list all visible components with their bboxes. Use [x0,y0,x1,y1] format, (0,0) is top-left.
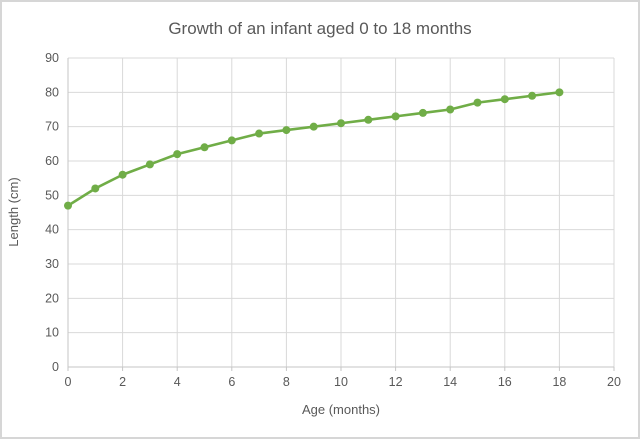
x-tick-label: 8 [283,375,290,389]
y-tick-label: 90 [45,51,59,65]
chart-title: Growth of an infant aged 0 to 18 months [168,19,471,38]
x-tick-label: 16 [498,375,512,389]
x-tick-label: 18 [552,375,566,389]
x-tick-label: 6 [228,375,235,389]
y-tick-label: 40 [45,223,59,237]
x-tick-label: 2 [119,375,126,389]
data-point [337,119,345,128]
data-point [309,122,318,131]
y-tick-label: 70 [45,120,59,134]
x-axis-title: Age (months) [302,402,380,417]
data-point [364,115,373,124]
y-tick-label: 50 [45,188,59,202]
data-point [418,108,427,117]
x-tick-label: 14 [443,375,457,389]
gridlines [68,57,615,367]
data-point [173,150,182,159]
x-tick-label: 20 [607,375,621,389]
data-point [118,170,127,179]
x-tick-marks [67,367,615,371]
x-axis-tick-labels: 0 2 4 6 8 10 12 14 16 18 20 [65,375,621,389]
data-point [500,95,509,104]
y-tick-label: 80 [45,85,59,99]
y-tick-label: 0 [52,360,59,374]
data-point [528,91,537,100]
y-tick-label: 30 [45,257,59,271]
data-point [227,136,236,145]
data-point [391,112,400,121]
x-tick-label: 4 [174,375,181,389]
x-tick-label: 10 [334,375,348,389]
data-point [145,160,154,169]
y-axis-tick-labels: 0 10 20 30 40 50 60 70 80 90 [45,51,59,374]
data-point [64,201,72,210]
series-line [66,91,561,207]
data-point [91,184,100,193]
y-tick-label: 20 [45,291,59,305]
y-tick-label: 60 [45,154,59,168]
y-axis-title: Length (cm) [6,177,21,246]
data-point [282,126,291,135]
x-tick-label: 0 [65,375,72,389]
data-point [255,129,264,138]
growth-series [64,88,564,210]
y-tick-label: 10 [45,326,59,340]
data-point [473,98,482,107]
data-point [555,88,564,97]
x-tick-label: 12 [389,375,403,389]
data-point [200,143,209,152]
data-point [446,105,455,114]
